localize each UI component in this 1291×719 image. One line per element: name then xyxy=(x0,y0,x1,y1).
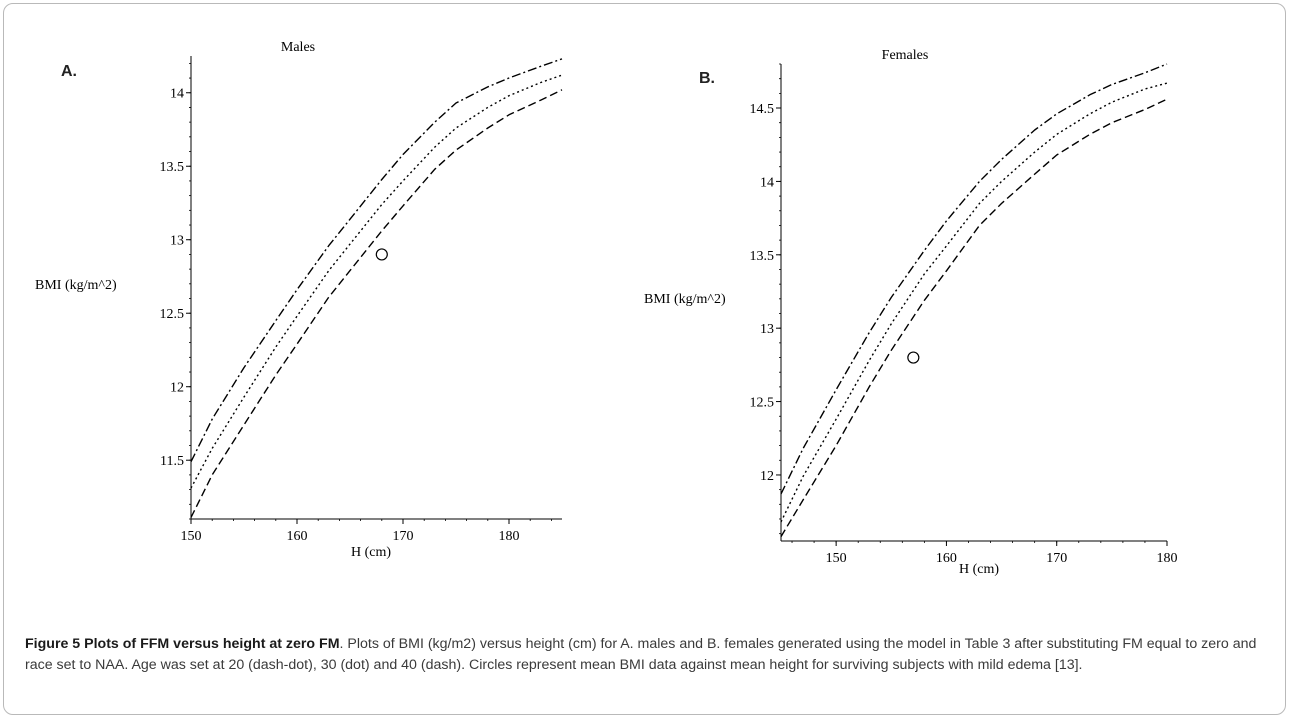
y-tick-label: 13 xyxy=(170,234,184,249)
x-tick-label: 170 xyxy=(393,529,414,544)
series-line-dash xyxy=(190,89,563,518)
y-axis-label: BMI (kg/m^2) xyxy=(644,292,726,307)
y-tick-label: 13 xyxy=(760,322,774,337)
x-tick-label: 180 xyxy=(499,529,520,544)
figure-frame: 11.5 12 12.5 13 13.5 14 150 160 170 180 A. Males BMI… xyxy=(3,3,1286,715)
y-tick-label: 14 xyxy=(170,87,184,102)
series-line-dot xyxy=(190,74,563,489)
series-line-dash xyxy=(780,98,1168,537)
caption-heading: Figure 5 Plots of FFM versus height at z… xyxy=(25,636,340,652)
y-tick-label: 13.5 xyxy=(160,160,185,175)
y-tick-label: 12 xyxy=(760,469,774,484)
y-tick-label: 14.5 xyxy=(750,102,775,117)
y-axis-label: BMI (kg/m^2) xyxy=(35,278,117,293)
x-axis-label: H (cm) xyxy=(351,545,391,560)
figure-caption: Figure 5 Plots of FFM versus height at z… xyxy=(25,634,1270,675)
y-tick-label: 14 xyxy=(760,175,774,190)
y-tick-label: 12.5 xyxy=(750,396,775,411)
y-tick-label: 12 xyxy=(170,381,184,396)
chart-panel-males: 11.5 12 12.5 13 13.5 14 150 160 170 180 A. Males BMI… xyxy=(35,40,563,560)
x-tick-label: 170 xyxy=(1046,551,1067,566)
x-tick-label: 150 xyxy=(181,529,202,544)
chart-panel-females: 12 12.5 13 13.5 14 14.5 150 160 170 180 B. Females B… xyxy=(644,48,1178,577)
chart-title: Males xyxy=(281,40,315,55)
mean-bmi-point xyxy=(907,351,920,364)
chart-title: Females xyxy=(882,48,929,63)
series-line-dot xyxy=(780,82,1168,523)
x-tick-label: 160 xyxy=(287,529,308,544)
x-tick-label: 150 xyxy=(826,551,847,566)
y-tick-label: 13.5 xyxy=(750,249,775,264)
x-tick-label: 180 xyxy=(1157,551,1178,566)
caption-text: . Plots of BMI (kg/m2) versus height (cm… xyxy=(25,636,1257,673)
y-tick-label: 11.5 xyxy=(160,454,184,469)
figure-plots: 11.5 12 12.5 13 13.5 14 150 160 170 180 A. Males BMI… xyxy=(35,40,1178,577)
panel-label: B. xyxy=(699,70,715,87)
mean-bmi-point xyxy=(375,248,388,261)
x-axis-label: H (cm) xyxy=(959,562,999,577)
x-tick-label: 160 xyxy=(936,551,957,566)
series-line-dash-dot xyxy=(190,58,563,463)
panel-label: A. xyxy=(61,63,77,80)
series-line-dash-dot xyxy=(780,63,1168,495)
y-tick-label: 12.5 xyxy=(160,307,185,322)
